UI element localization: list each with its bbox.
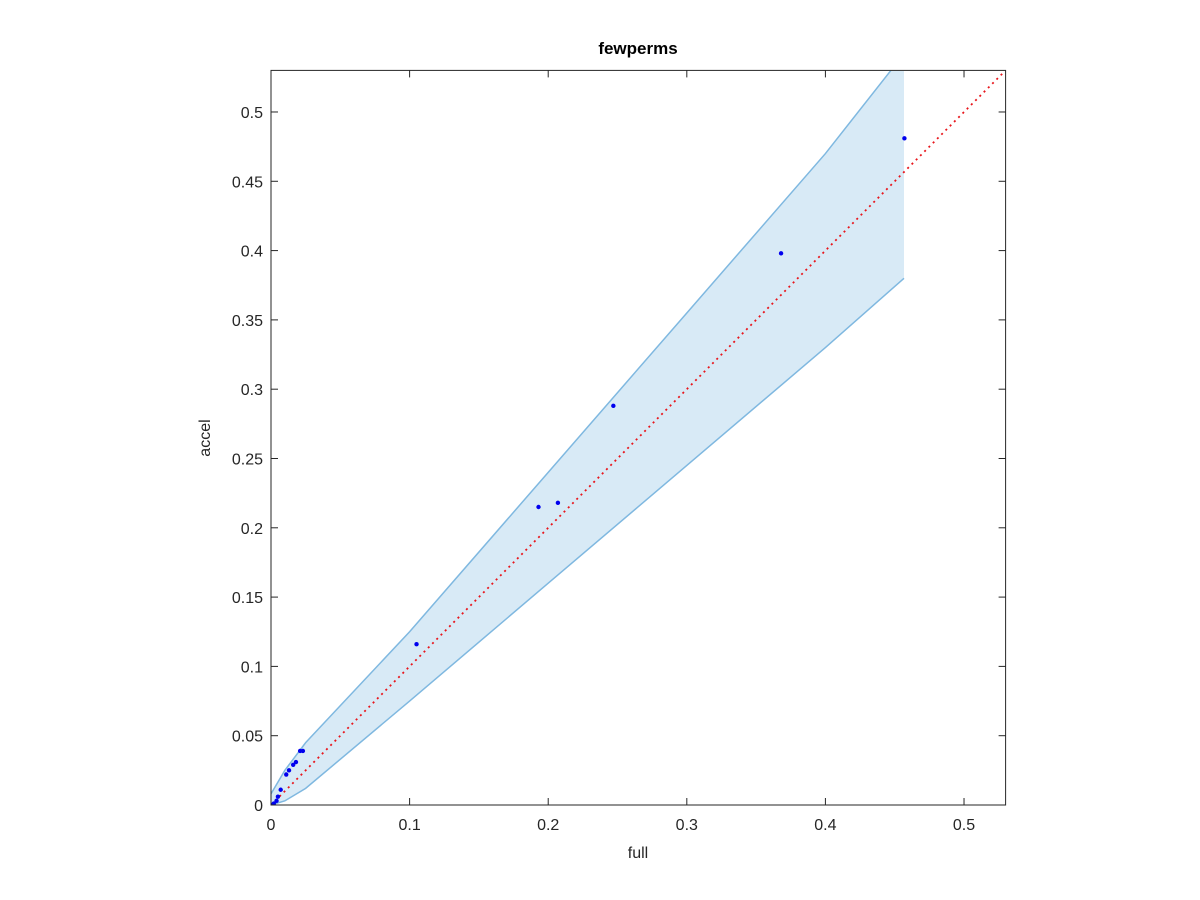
y-tick-label: 0.35	[232, 313, 263, 330]
data-point	[275, 794, 281, 799]
y-tick-label: 0.15	[232, 590, 263, 607]
data-point	[414, 642, 419, 647]
reference-line	[271, 71, 1006, 805]
data-point	[278, 787, 283, 792]
y-tick-label: 0.3	[241, 382, 263, 399]
data-point	[778, 251, 784, 256]
data-point	[290, 762, 296, 768]
y-tick-label: 0.1	[241, 659, 263, 676]
y-tick-label: 0.2	[241, 521, 263, 538]
y-tick-label: 0.4	[241, 244, 263, 261]
y-tick-label: 0.45	[232, 174, 263, 191]
x-tick-label: 0.3	[676, 817, 698, 834]
y-tick-label: 0	[254, 798, 263, 815]
data-point	[297, 748, 303, 754]
y-axis-label: accel	[197, 419, 214, 456]
x-tick-label: 0.1	[398, 817, 420, 834]
data-point	[284, 772, 289, 777]
plot-area	[271, 71, 1006, 805]
y-tick-label: 0.5	[241, 105, 263, 122]
data-point	[902, 136, 907, 141]
band-upper-edge	[271, 71, 892, 795]
chart-title: fewperms	[598, 39, 677, 58]
x-axis-label: full	[628, 845, 648, 862]
x-tick-label: 0.4	[814, 817, 836, 834]
data-point	[536, 504, 541, 510]
x-tick-label: 0.2	[537, 817, 559, 834]
data-point	[271, 802, 274, 805]
data-point	[286, 768, 292, 773]
confidence-band	[271, 71, 905, 805]
data-point	[555, 500, 561, 506]
x-tick-label: 0	[267, 817, 276, 834]
band-lower-edge	[271, 277, 905, 805]
data-point	[274, 798, 279, 804]
y-tick-label: 0.05	[232, 729, 263, 746]
y-tick-label: 0.25	[232, 451, 263, 468]
data-point	[611, 403, 616, 409]
data-point	[293, 759, 299, 765]
x-tick-label: 0.5	[953, 817, 975, 834]
axes-box	[270, 69, 1007, 806]
